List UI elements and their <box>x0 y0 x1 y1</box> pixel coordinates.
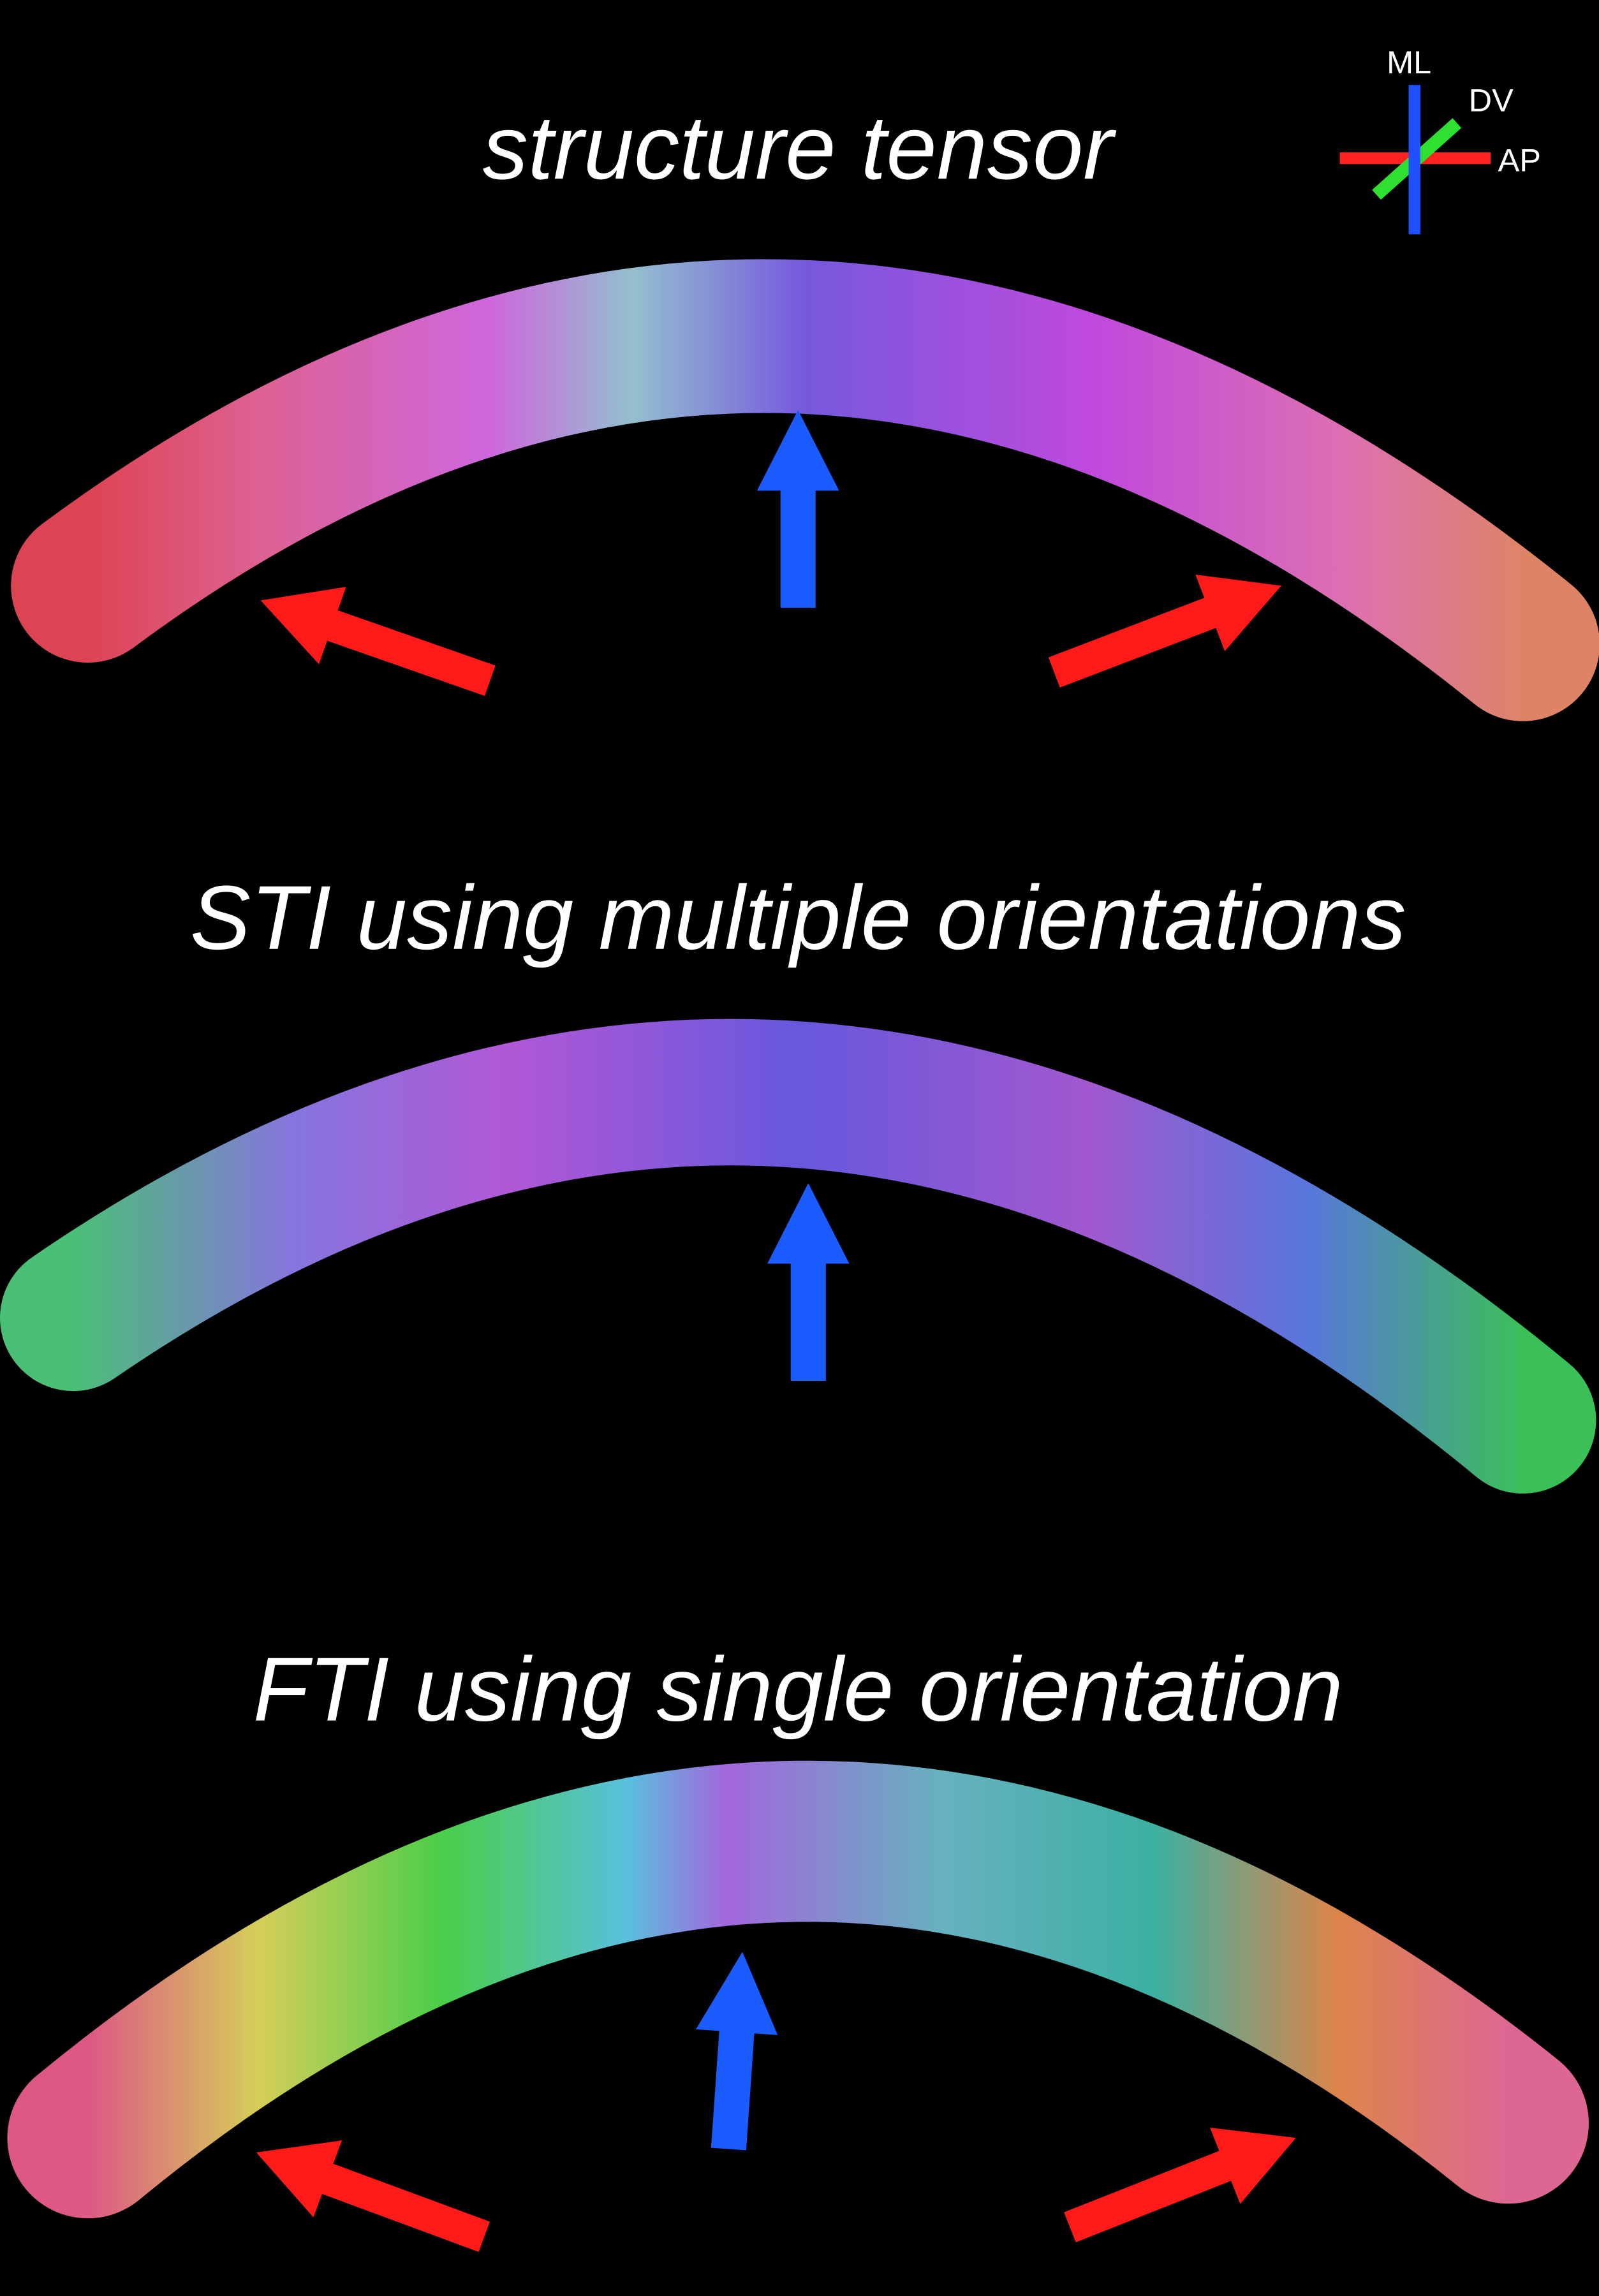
red-arrow <box>1039 547 1296 711</box>
tensor-rendering <box>11 259 1599 721</box>
blue-arrow <box>767 1183 850 1381</box>
panel-title: FTI using single orientation <box>253 1639 1343 1740</box>
tensor-rendering <box>7 1760 1589 2219</box>
panel-title: structure tensor <box>483 97 1117 198</box>
tensor-rendering <box>0 1019 1596 1494</box>
blue-arrow <box>688 1948 784 2152</box>
red-arrow <box>242 2114 499 2276</box>
axis-label: DV <box>1469 82 1514 119</box>
blue-arrow <box>756 409 839 608</box>
axis-label: AP <box>1498 142 1541 179</box>
axis-label: ML <box>1387 44 1431 80</box>
red-arrow <box>1054 2100 1311 2266</box>
red-arrow <box>247 561 504 720</box>
panel-title: STI using multiple orientations <box>190 867 1406 969</box>
